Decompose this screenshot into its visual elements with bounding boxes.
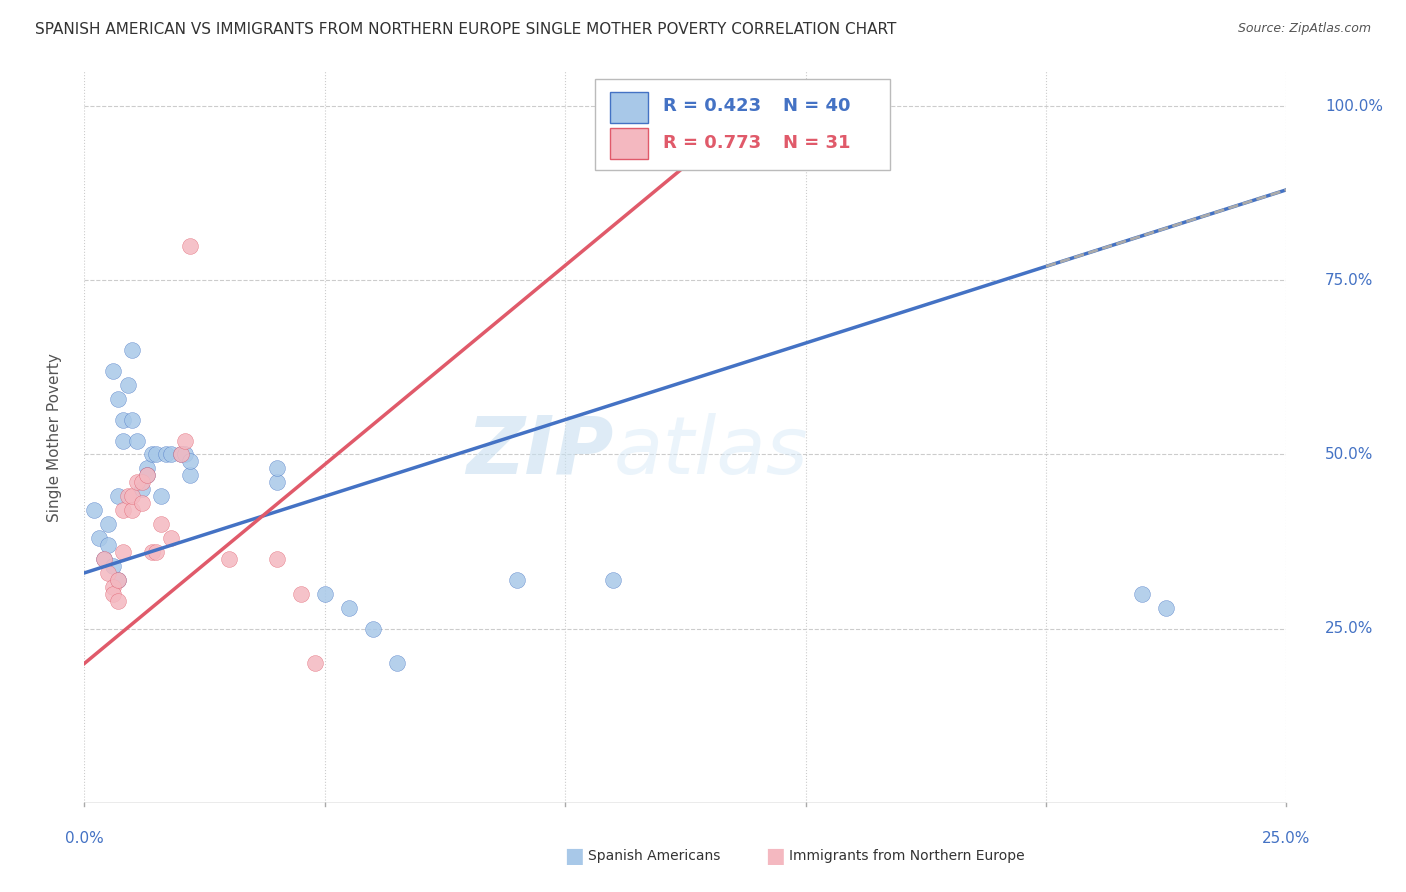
Point	[179, 238, 201, 252]
Point	[103, 558, 125, 573]
Text: 25.0%: 25.0%	[1324, 621, 1374, 636]
Point	[131, 496, 153, 510]
Text: R = 0.423: R = 0.423	[662, 97, 761, 115]
Bar	[595, 78, 890, 170]
Point	[103, 364, 125, 378]
Point	[607, 99, 630, 113]
Point	[131, 483, 153, 497]
Point	[169, 448, 191, 462]
Point	[150, 489, 173, 503]
Point	[1130, 587, 1153, 601]
Text: ■: ■	[765, 847, 785, 866]
Point	[127, 475, 149, 490]
Bar	[610, 92, 648, 122]
Point	[121, 412, 143, 426]
Text: Immigrants from Northern Europe: Immigrants from Northern Europe	[789, 849, 1025, 863]
Point	[218, 552, 240, 566]
Text: N = 40: N = 40	[783, 97, 851, 115]
Point	[121, 343, 143, 357]
Point	[111, 545, 134, 559]
Point	[107, 392, 129, 406]
Text: atlas: atlas	[613, 413, 808, 491]
Point	[602, 99, 624, 113]
Text: SPANISH AMERICAN VS IMMIGRANTS FROM NORTHERN EUROPE SINGLE MOTHER POVERTY CORREL: SPANISH AMERICAN VS IMMIGRANTS FROM NORT…	[35, 22, 897, 37]
Point	[174, 434, 197, 448]
Point	[97, 517, 120, 532]
Point	[83, 503, 105, 517]
Point	[179, 454, 201, 468]
Point	[107, 573, 129, 587]
Point	[160, 531, 183, 545]
Point	[155, 448, 177, 462]
Point	[506, 573, 529, 587]
Point	[169, 448, 191, 462]
Point	[97, 566, 120, 580]
Point	[141, 545, 163, 559]
Text: Single Mother Poverty: Single Mother Poverty	[46, 352, 62, 522]
Point	[626, 99, 648, 113]
Point	[121, 489, 143, 503]
Point	[150, 517, 173, 532]
Text: 0.0%: 0.0%	[65, 830, 104, 846]
Point	[1156, 600, 1178, 615]
Point	[612, 99, 634, 113]
Point	[160, 448, 183, 462]
Point	[93, 552, 115, 566]
Point	[135, 461, 157, 475]
Point	[602, 99, 624, 113]
Point	[314, 587, 336, 601]
Point	[121, 503, 143, 517]
Point	[266, 461, 288, 475]
Point	[337, 600, 360, 615]
Point	[97, 538, 120, 552]
Point	[107, 489, 129, 503]
Point	[145, 545, 167, 559]
Point	[93, 552, 115, 566]
Text: ■: ■	[564, 847, 583, 866]
Point	[266, 552, 288, 566]
Point	[290, 587, 312, 601]
Bar	[610, 128, 648, 159]
Point	[117, 377, 139, 392]
Point	[135, 468, 157, 483]
Text: 75.0%: 75.0%	[1324, 273, 1374, 288]
Point	[127, 434, 149, 448]
Point	[111, 434, 134, 448]
Text: Source: ZipAtlas.com: Source: ZipAtlas.com	[1237, 22, 1371, 36]
Point	[145, 448, 167, 462]
Point	[117, 489, 139, 503]
Point	[616, 99, 638, 113]
Point	[103, 580, 125, 594]
Point	[141, 448, 163, 462]
Point	[107, 573, 129, 587]
Point	[179, 468, 201, 483]
Text: N = 31: N = 31	[783, 134, 851, 152]
Point	[266, 475, 288, 490]
Point	[621, 99, 644, 113]
Point	[602, 573, 624, 587]
Text: 50.0%: 50.0%	[1324, 447, 1374, 462]
Text: ZIP: ZIP	[465, 413, 613, 491]
Point	[304, 657, 326, 671]
Point	[174, 448, 197, 462]
Point	[135, 468, 157, 483]
Text: R = 0.773: R = 0.773	[662, 134, 761, 152]
Text: 25.0%: 25.0%	[1263, 830, 1310, 846]
Point	[131, 475, 153, 490]
Point	[103, 587, 125, 601]
Point	[87, 531, 110, 545]
Point	[361, 622, 384, 636]
Point	[107, 594, 129, 608]
Point	[111, 412, 134, 426]
Point	[385, 657, 408, 671]
Text: 100.0%: 100.0%	[1324, 99, 1384, 113]
Text: Spanish Americans: Spanish Americans	[588, 849, 720, 863]
Point	[111, 503, 134, 517]
